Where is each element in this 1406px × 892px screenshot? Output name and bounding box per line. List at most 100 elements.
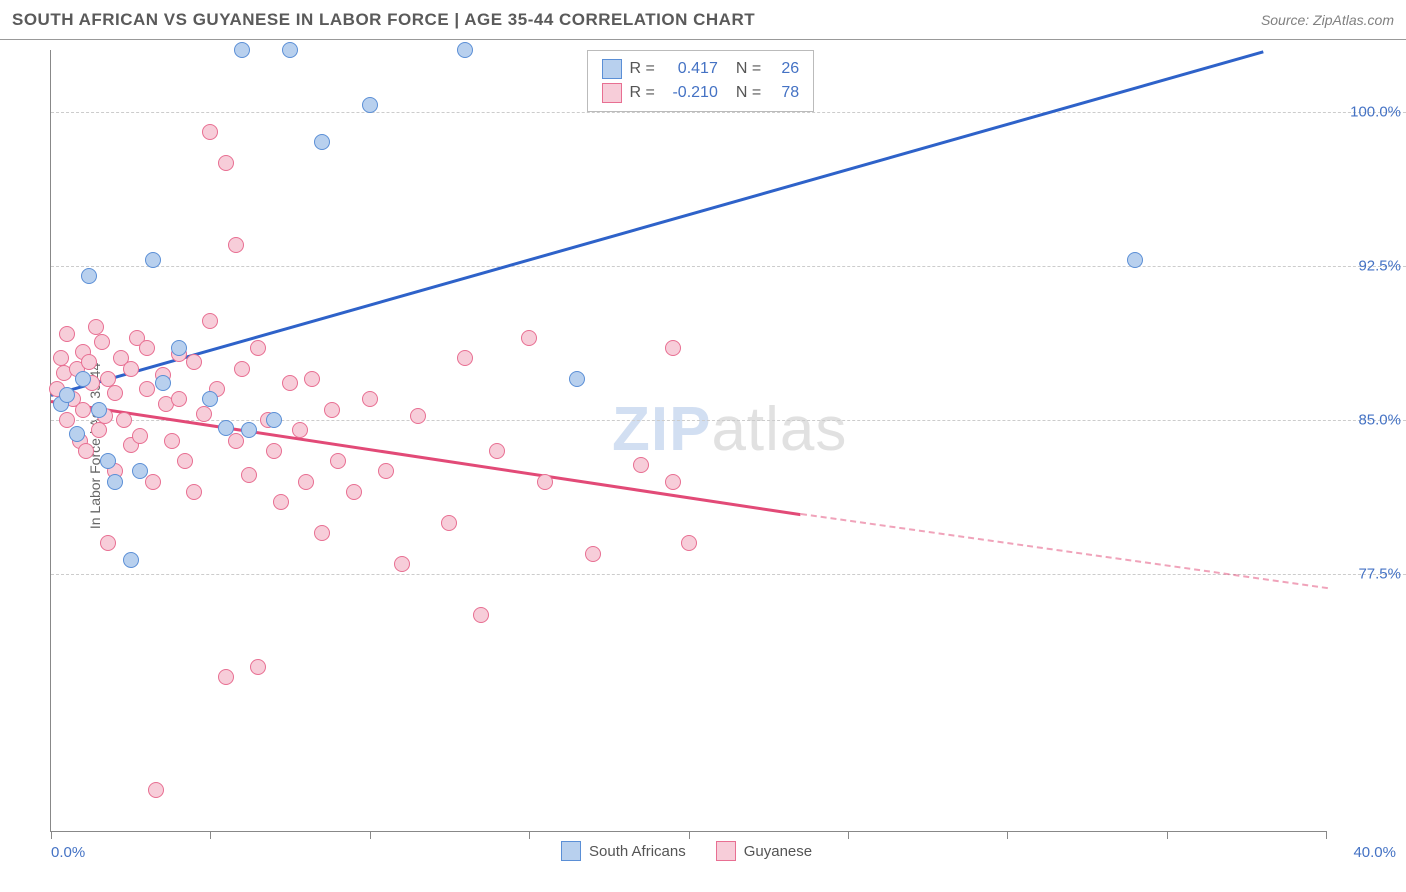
- x-tick: [51, 831, 52, 839]
- x-tick: [529, 831, 530, 839]
- x-tick: [210, 831, 211, 839]
- scatter-point: [91, 402, 107, 418]
- scatter-point: [186, 484, 202, 500]
- scatter-point: [78, 443, 94, 459]
- scatter-point: [107, 474, 123, 490]
- scatter-point: [59, 326, 75, 342]
- scatter-point: [139, 381, 155, 397]
- scatter-point: [100, 535, 116, 551]
- scatter-point: [457, 350, 473, 366]
- stats-row: R =0.417N =26: [602, 57, 800, 81]
- scatter-point: [59, 387, 75, 403]
- scatter-point: [314, 134, 330, 150]
- scatter-point: [75, 371, 91, 387]
- scatter-point: [324, 402, 340, 418]
- watermark: ZIPatlas: [612, 394, 847, 465]
- legend-item: Guyanese: [716, 841, 812, 861]
- scatter-point: [681, 535, 697, 551]
- scatter-point: [69, 426, 85, 442]
- stat-n-value: 26: [769, 60, 799, 78]
- scatter-point: [91, 422, 107, 438]
- chart-title: SOUTH AFRICAN VS GUYANESE IN LABOR FORCE…: [12, 10, 755, 30]
- x-tick: [848, 831, 849, 839]
- source-label: Source: ZipAtlas.com: [1261, 12, 1394, 28]
- gridline: [51, 420, 1406, 421]
- gridline: [51, 266, 1406, 267]
- stat-r-value: 0.417: [663, 60, 718, 78]
- scatter-point: [378, 463, 394, 479]
- scatter-point: [171, 391, 187, 407]
- scatter-point: [75, 402, 91, 418]
- stat-n-label: N =: [736, 84, 761, 102]
- plot-area: ZIPatlas R =0.417N =26R =-0.210N =78 Sou…: [50, 50, 1326, 832]
- scatter-point: [273, 494, 289, 510]
- scatter-point: [228, 237, 244, 253]
- scatter-point: [139, 340, 155, 356]
- x-tick: [1167, 831, 1168, 839]
- scatter-point: [250, 340, 266, 356]
- stats-row: R =-0.210N =78: [602, 81, 800, 105]
- scatter-point: [218, 420, 234, 436]
- scatter-point: [282, 42, 298, 58]
- scatter-point: [1127, 252, 1143, 268]
- scatter-point: [53, 350, 69, 366]
- scatter-point: [665, 474, 681, 490]
- scatter-point: [81, 268, 97, 284]
- scatter-point: [148, 782, 164, 798]
- x-tick: [370, 831, 371, 839]
- x-tick: [1007, 831, 1008, 839]
- gridline: [51, 112, 1406, 113]
- scatter-point: [155, 375, 171, 391]
- scatter-point: [145, 252, 161, 268]
- scatter-point: [330, 453, 346, 469]
- scatter-point: [186, 354, 202, 370]
- scatter-point: [202, 313, 218, 329]
- scatter-point: [346, 484, 362, 500]
- scatter-point: [107, 385, 123, 401]
- scatter-point: [123, 361, 139, 377]
- x-axis-min-label: 0.0%: [51, 844, 85, 861]
- scatter-point: [441, 515, 457, 531]
- chart-container: SOUTH AFRICAN VS GUYANESE IN LABOR FORCE…: [0, 0, 1406, 892]
- scatter-point: [473, 607, 489, 623]
- y-tick-label: 85.0%: [1358, 411, 1401, 428]
- scatter-point: [145, 474, 161, 490]
- scatter-point: [116, 412, 132, 428]
- legend-label: Guyanese: [744, 843, 812, 860]
- legend-label: South Africans: [589, 843, 686, 860]
- scatter-point: [59, 412, 75, 428]
- legend-swatch: [602, 59, 622, 79]
- scatter-point: [394, 556, 410, 572]
- scatter-point: [196, 406, 212, 422]
- scatter-point: [489, 443, 505, 459]
- scatter-point: [132, 463, 148, 479]
- scatter-point: [132, 428, 148, 444]
- scatter-point: [298, 474, 314, 490]
- scatter-point: [292, 422, 308, 438]
- stat-n-label: N =: [736, 60, 761, 78]
- scatter-point: [171, 340, 187, 356]
- legend-swatch: [561, 841, 581, 861]
- trend-line: [51, 400, 801, 516]
- scatter-point: [202, 124, 218, 140]
- legend-swatch: [602, 83, 622, 103]
- watermark-zip: ZIP: [612, 395, 711, 464]
- stats-legend: R =0.417N =26R =-0.210N =78: [587, 50, 815, 112]
- scatter-point: [202, 391, 218, 407]
- scatter-point: [537, 474, 553, 490]
- x-tick: [689, 831, 690, 839]
- scatter-point: [633, 457, 649, 473]
- stat-r-value: -0.210: [663, 84, 718, 102]
- legend-swatch: [716, 841, 736, 861]
- scatter-point: [241, 422, 257, 438]
- legend-item: South Africans: [561, 841, 686, 861]
- scatter-point: [164, 433, 180, 449]
- scatter-point: [123, 552, 139, 568]
- y-tick-label: 77.5%: [1358, 566, 1401, 583]
- scatter-point: [457, 42, 473, 58]
- scatter-point: [304, 371, 320, 387]
- scatter-point: [218, 669, 234, 685]
- bottom-legend: South Africans Guyanese: [561, 841, 812, 861]
- scatter-point: [410, 408, 426, 424]
- scatter-point: [282, 375, 298, 391]
